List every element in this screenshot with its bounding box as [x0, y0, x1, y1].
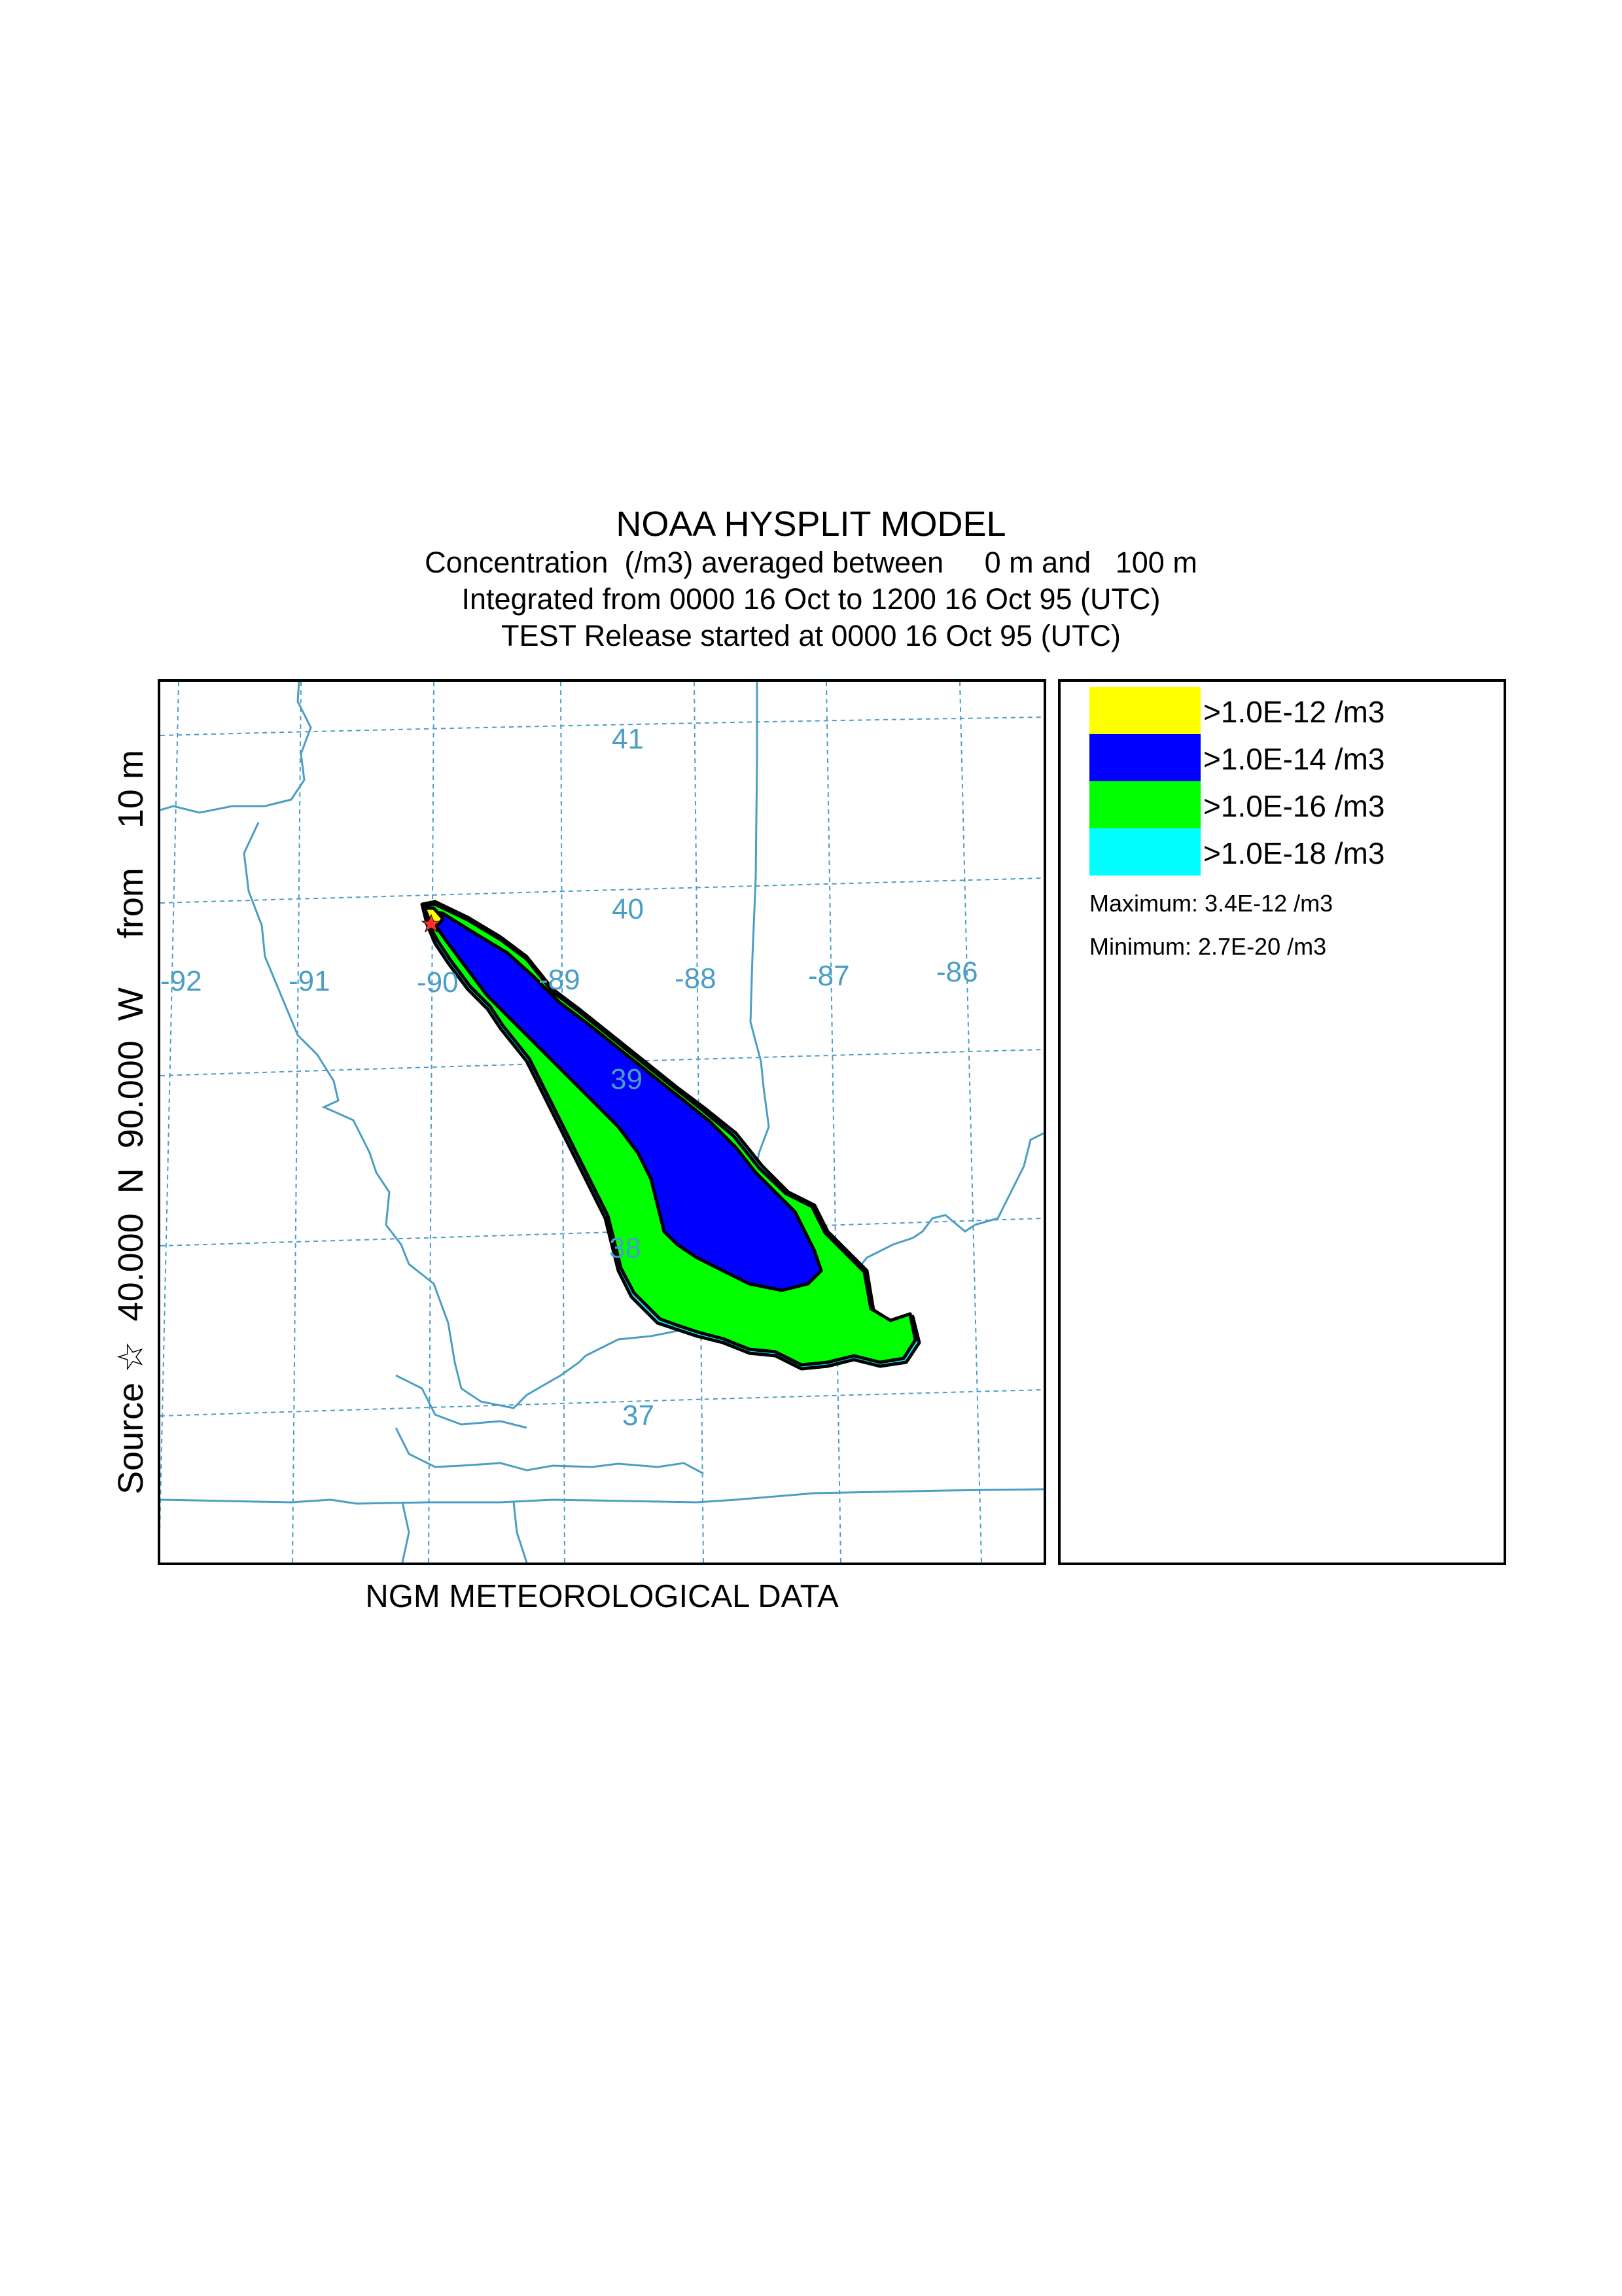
concentration-subtitle: Concentration (/m3) averaged between 0 m… [425, 546, 1197, 579]
parallel-line [160, 877, 1044, 904]
longitude-label: -88 [675, 963, 716, 995]
meridian-line [428, 682, 434, 1563]
legend-item: >1.0E-16 /m3 [1089, 781, 1495, 828]
release-subtitle: TEST Release started at 0000 16 Oct 95 (… [501, 619, 1121, 652]
missouri-boundary [401, 1502, 410, 1563]
southern-boundary [160, 1488, 1044, 1505]
integration-subtitle: Integrated from 0000 16 Oct to 1200 16 O… [461, 582, 1161, 616]
latitude-label: 41 [612, 723, 644, 755]
longitude-label: -89 [538, 964, 580, 996]
longitude-gridlines [160, 682, 982, 1563]
legend-label: >1.0E-16 /m3 [1203, 789, 1385, 823]
legend-swatch-green [1089, 781, 1201, 828]
western-boundary [243, 822, 684, 1409]
legend-item: >1.0E-14 /m3 [1089, 734, 1495, 781]
legend-swatch-blue [1089, 734, 1201, 781]
legend-swatch-cyan [1089, 828, 1201, 875]
chart-header: NOAA HYSPLIT MODEL Concentration (/m3) a… [0, 504, 1622, 654]
latitude-labels: 41 40 39 38 37 [609, 723, 654, 1432]
meridian-line [292, 682, 302, 1563]
plume-contours [420, 900, 921, 1371]
kentucky-boundary [395, 1427, 704, 1475]
latitude-label: 37 [622, 1400, 654, 1432]
illinois-river-boundary [395, 1374, 527, 1429]
latitude-label: 39 [610, 1063, 643, 1095]
mississippi-river-boundary [160, 682, 312, 814]
source-marker-icon [421, 913, 442, 933]
latitude-label: 38 [609, 1232, 641, 1264]
ohio-river-boundary [974, 1132, 1044, 1226]
legend-item: >1.0E-18 /m3 [1089, 828, 1495, 875]
longitude-label: -86 [936, 956, 978, 988]
parallel-line [160, 716, 1044, 736]
longitude-label: -90 [417, 966, 459, 998]
legend-label: >1.0E-14 /m3 [1203, 742, 1385, 776]
source-location-label: Source ☆ 40.000 N 90.000 W from 10 m [111, 750, 150, 1494]
latitude-gridlines [160, 716, 1044, 1417]
legend-item: >1.0E-12 /m3 [1089, 687, 1495, 734]
meridian-line [959, 682, 982, 1563]
longitude-label: -92 [160, 965, 202, 997]
map-canvas: -92 -91 -90 -89 -88 -87 -86 41 40 39 38 … [160, 682, 1044, 1563]
meridian-line [560, 682, 565, 1563]
maximum-value: Maximum: 3.4E-12 /m3 [1089, 890, 1333, 917]
meridian-line [160, 682, 179, 1534]
parallel-line [160, 1389, 1044, 1417]
legend-swatch-yellow [1089, 687, 1201, 734]
plume-blue-contour [427, 909, 823, 1292]
chart-title: NOAA HYSPLIT MODEL [616, 504, 1006, 544]
meteorological-data-label: NGM METEOROLOGICAL DATA [365, 1579, 839, 1614]
legend-label: >1.0E-12 /m3 [1203, 695, 1385, 729]
meridian-line [694, 682, 704, 1563]
legend-panel: >1.0E-12 /m3 >1.0E-14 /m3 >1.0E-16 /m3 >… [1058, 679, 1506, 1565]
longitude-label: -87 [808, 960, 850, 992]
latitude-label: 40 [612, 893, 644, 925]
longitude-labels: -92 -91 -90 -89 -88 -87 -86 [160, 956, 978, 998]
map-panel: -92 -91 -90 -89 -88 -87 -86 41 40 39 38 … [158, 679, 1046, 1565]
legend-label: >1.0E-18 /m3 [1203, 836, 1385, 870]
longitude-label: -91 [289, 965, 330, 997]
parallel-line [160, 1218, 1044, 1246]
lower-missouri-boundary [512, 1502, 528, 1563]
indiana-illinois-boundary [749, 682, 770, 1186]
meridian-line [826, 682, 841, 1563]
minimum-value: Minimum: 2.7E-20 /m3 [1089, 933, 1327, 960]
